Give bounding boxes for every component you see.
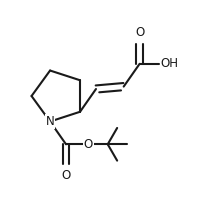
Text: O: O: [61, 169, 71, 182]
Text: O: O: [84, 138, 93, 151]
Text: OH: OH: [160, 57, 178, 70]
Text: N: N: [46, 115, 54, 128]
Text: O: O: [135, 27, 144, 39]
